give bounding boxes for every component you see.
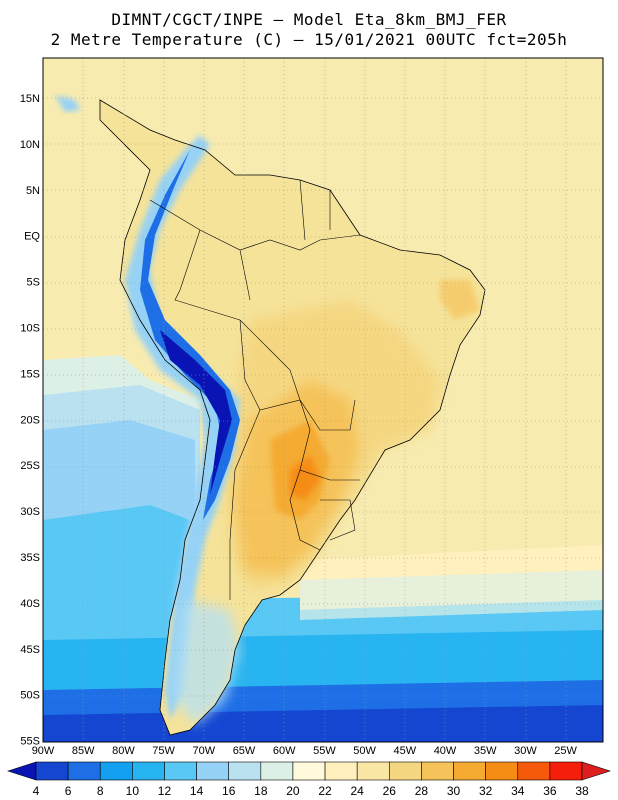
lat-label-5n: 5N xyxy=(26,185,40,197)
lat-label-5s: 5S xyxy=(27,277,40,289)
colorbar xyxy=(7,761,611,781)
colorbar-segment xyxy=(99,761,133,781)
colorbar-label: 16 xyxy=(222,784,236,798)
colorbar-segment xyxy=(35,761,69,781)
lon-label-65w: 65W xyxy=(233,745,256,757)
lat-label-55s: 55S xyxy=(20,736,40,748)
colorbar-segment xyxy=(228,761,262,781)
colorbar-label: 20 xyxy=(286,784,300,798)
map-frame xyxy=(42,57,604,743)
colorbar-label: 38 xyxy=(575,784,589,798)
colorbar-max-arrow xyxy=(581,761,611,781)
colorbar-label: 10 xyxy=(126,784,140,798)
colorbar-label: 24 xyxy=(350,784,364,798)
lon-label-60w: 60W xyxy=(273,745,296,757)
colorbar-label: 34 xyxy=(511,784,525,798)
lat-label-15s: 15S xyxy=(20,368,40,380)
colorbar-min-arrow xyxy=(7,761,37,781)
colorbar-label: 8 xyxy=(97,784,104,798)
lon-label-30w: 30W xyxy=(514,745,537,757)
lat-label-50s: 50S xyxy=(20,690,40,702)
lat-label-45s: 45S xyxy=(20,644,40,656)
colorbar-label: 30 xyxy=(447,784,461,798)
lon-label-45w: 45W xyxy=(393,745,416,757)
colorbar-segment xyxy=(453,761,486,781)
colorbar-segment xyxy=(260,761,294,781)
lat-label-30s: 30S xyxy=(20,506,40,518)
lon-label-55w: 55W xyxy=(313,745,336,757)
map-plot-area xyxy=(43,58,603,742)
map-title-line-1: DIMNT/CGCT/INPE – Model Eta_8km_BMJ_FER xyxy=(111,10,507,29)
colorbar-segment xyxy=(196,761,230,781)
colorbar-segment xyxy=(421,761,454,781)
lat-label-15n: 15N xyxy=(20,93,40,105)
colorbar-segment xyxy=(549,761,583,781)
colorbar-label: 6 xyxy=(65,784,72,798)
lon-label-75w: 75W xyxy=(152,745,175,757)
lon-label-40w: 40W xyxy=(434,745,457,757)
colorbar-label: 4 xyxy=(33,784,40,798)
lon-label-90w: 90W xyxy=(32,745,55,757)
lat-label-10n: 10N xyxy=(20,139,40,151)
lat-label-35s: 35S xyxy=(20,552,40,564)
lon-label-35w: 35W xyxy=(474,745,497,757)
colorbar-label: 14 xyxy=(190,784,204,798)
lat-label-40s: 40S xyxy=(20,598,40,610)
colorbar-segment xyxy=(132,761,165,781)
lat-label-10s: 10S xyxy=(20,323,40,335)
colorbar-label: 22 xyxy=(318,784,332,798)
colorbar-segment xyxy=(324,761,358,781)
colorbar-segment xyxy=(517,761,551,781)
colorbar-segment xyxy=(388,761,422,781)
andes-cold-band xyxy=(125,135,240,720)
lon-label-80w: 80W xyxy=(112,745,135,757)
map-title-line-2: 2 Metre Temperature (C) – 15/01/2021 00U… xyxy=(50,30,568,49)
lon-label-50w: 50W xyxy=(353,745,376,757)
lon-label-25w: 25W xyxy=(554,745,577,757)
colorbar-labels: 4 6 8 10 12 14 16 18 20 22 24 26 28 30 32 34 36 38 xyxy=(33,784,589,798)
colorbar-label: 18 xyxy=(254,784,268,798)
colorbar-label: 36 xyxy=(543,784,557,798)
lon-label-70w: 70W xyxy=(192,745,215,757)
colorbar-segment xyxy=(67,761,101,781)
longitude-labels: 90W 85W 80W 75W 70W 65W 60W 55W 50W 45W 40W 35W 30W 2… xyxy=(32,745,578,757)
colorbar-segment xyxy=(485,761,519,781)
lat-label-20s: 20S xyxy=(20,414,40,426)
colorbar-segment xyxy=(164,761,197,781)
colorbar-label: 32 xyxy=(479,784,493,798)
colorbar-label: 12 xyxy=(158,784,172,798)
lon-label-85w: 85W xyxy=(72,745,95,757)
country-borders xyxy=(149,179,361,600)
colorbar-segment xyxy=(292,761,326,781)
lat-label-25s: 25S xyxy=(20,460,40,472)
colorbar-label: 28 xyxy=(415,784,429,798)
colorbar-segment xyxy=(356,761,390,781)
lat-label-eq: EQ xyxy=(24,231,40,243)
colorbar-label: 26 xyxy=(383,784,397,798)
coastline xyxy=(99,99,486,736)
latitude-labels: 15N 10N 5N EQ 5S 10S 15S 20S 25S 30S 35S 40S 45S 50S 5… xyxy=(20,93,41,748)
gridlines xyxy=(43,58,603,742)
